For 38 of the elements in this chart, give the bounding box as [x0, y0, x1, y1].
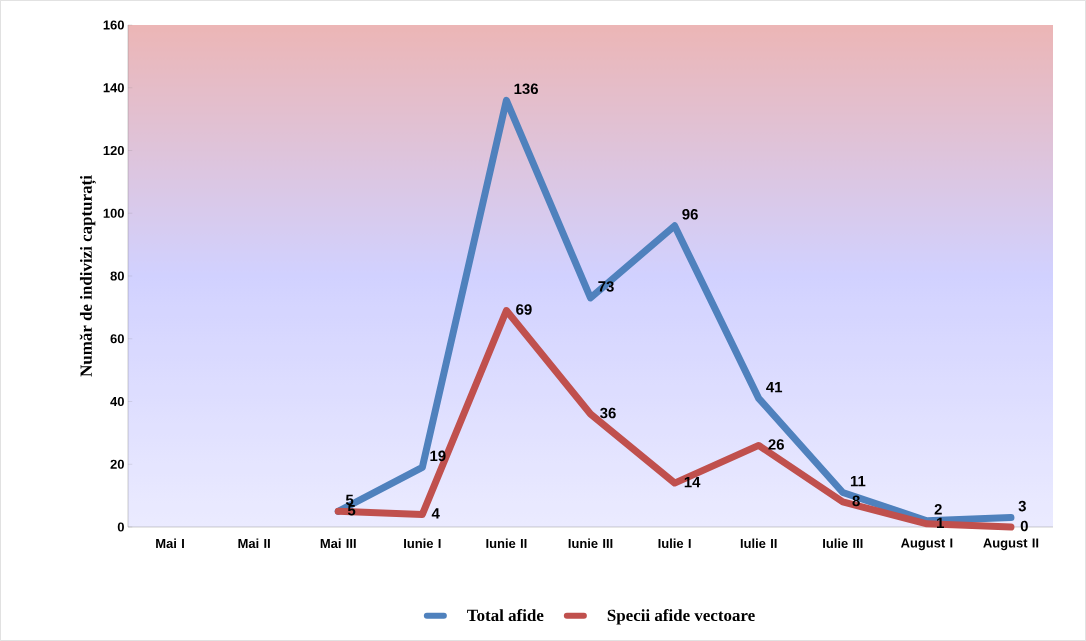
data-label: 69: [516, 304, 532, 315]
x-tick-label: August II: [983, 538, 1039, 551]
data-label: 1: [937, 517, 944, 528]
x-tick-label: Iunie I: [404, 538, 441, 549]
x-tick-label: Iulie I: [658, 538, 691, 549]
x-tick-label: Mai III: [320, 538, 356, 549]
y-tick-label: 120: [103, 145, 124, 156]
data-label: 11: [850, 476, 866, 487]
x-tick-label: Iunie III: [568, 538, 613, 549]
y-tick-label: 160: [103, 20, 124, 30]
y-tick-label: 100: [103, 208, 124, 218]
data-label: 3: [1018, 500, 1026, 512]
x-tick-label: August I: [900, 538, 953, 551]
data-label: 5: [347, 505, 356, 516]
y-tick-label: 0: [117, 522, 124, 532]
legend-label: Total afide: [467, 609, 544, 622]
data-label: 14: [684, 476, 701, 488]
data-label: 8: [852, 495, 860, 507]
data-label: 0: [1020, 520, 1028, 532]
y-tick-label: 140: [103, 83, 124, 93]
x-tick-label: Iunie II: [486, 538, 527, 549]
data-label: 41: [766, 381, 783, 393]
x-tick-label: Mai II: [238, 538, 270, 549]
legend-label: Specii afide vectoare: [607, 609, 755, 625]
y-tick-label: 60: [110, 334, 124, 344]
data-label: 4: [431, 508, 440, 519]
data-label: 2: [934, 504, 942, 515]
y-tick-label: 40: [110, 396, 124, 407]
data-label: 26: [768, 439, 784, 450]
x-tick-label: Iulie II: [740, 538, 777, 549]
data-label: 36: [600, 407, 616, 419]
data-label: 136: [514, 83, 538, 95]
y-axis-title: Număr de indivizi capturați: [79, 175, 97, 377]
y-tick-label: 20: [110, 459, 124, 469]
data-label: 96: [682, 209, 698, 220]
x-tick-label: Iulie III: [823, 538, 863, 549]
x-tick-label: Mai I: [156, 538, 184, 549]
y-tick-label: 80: [110, 271, 124, 281]
